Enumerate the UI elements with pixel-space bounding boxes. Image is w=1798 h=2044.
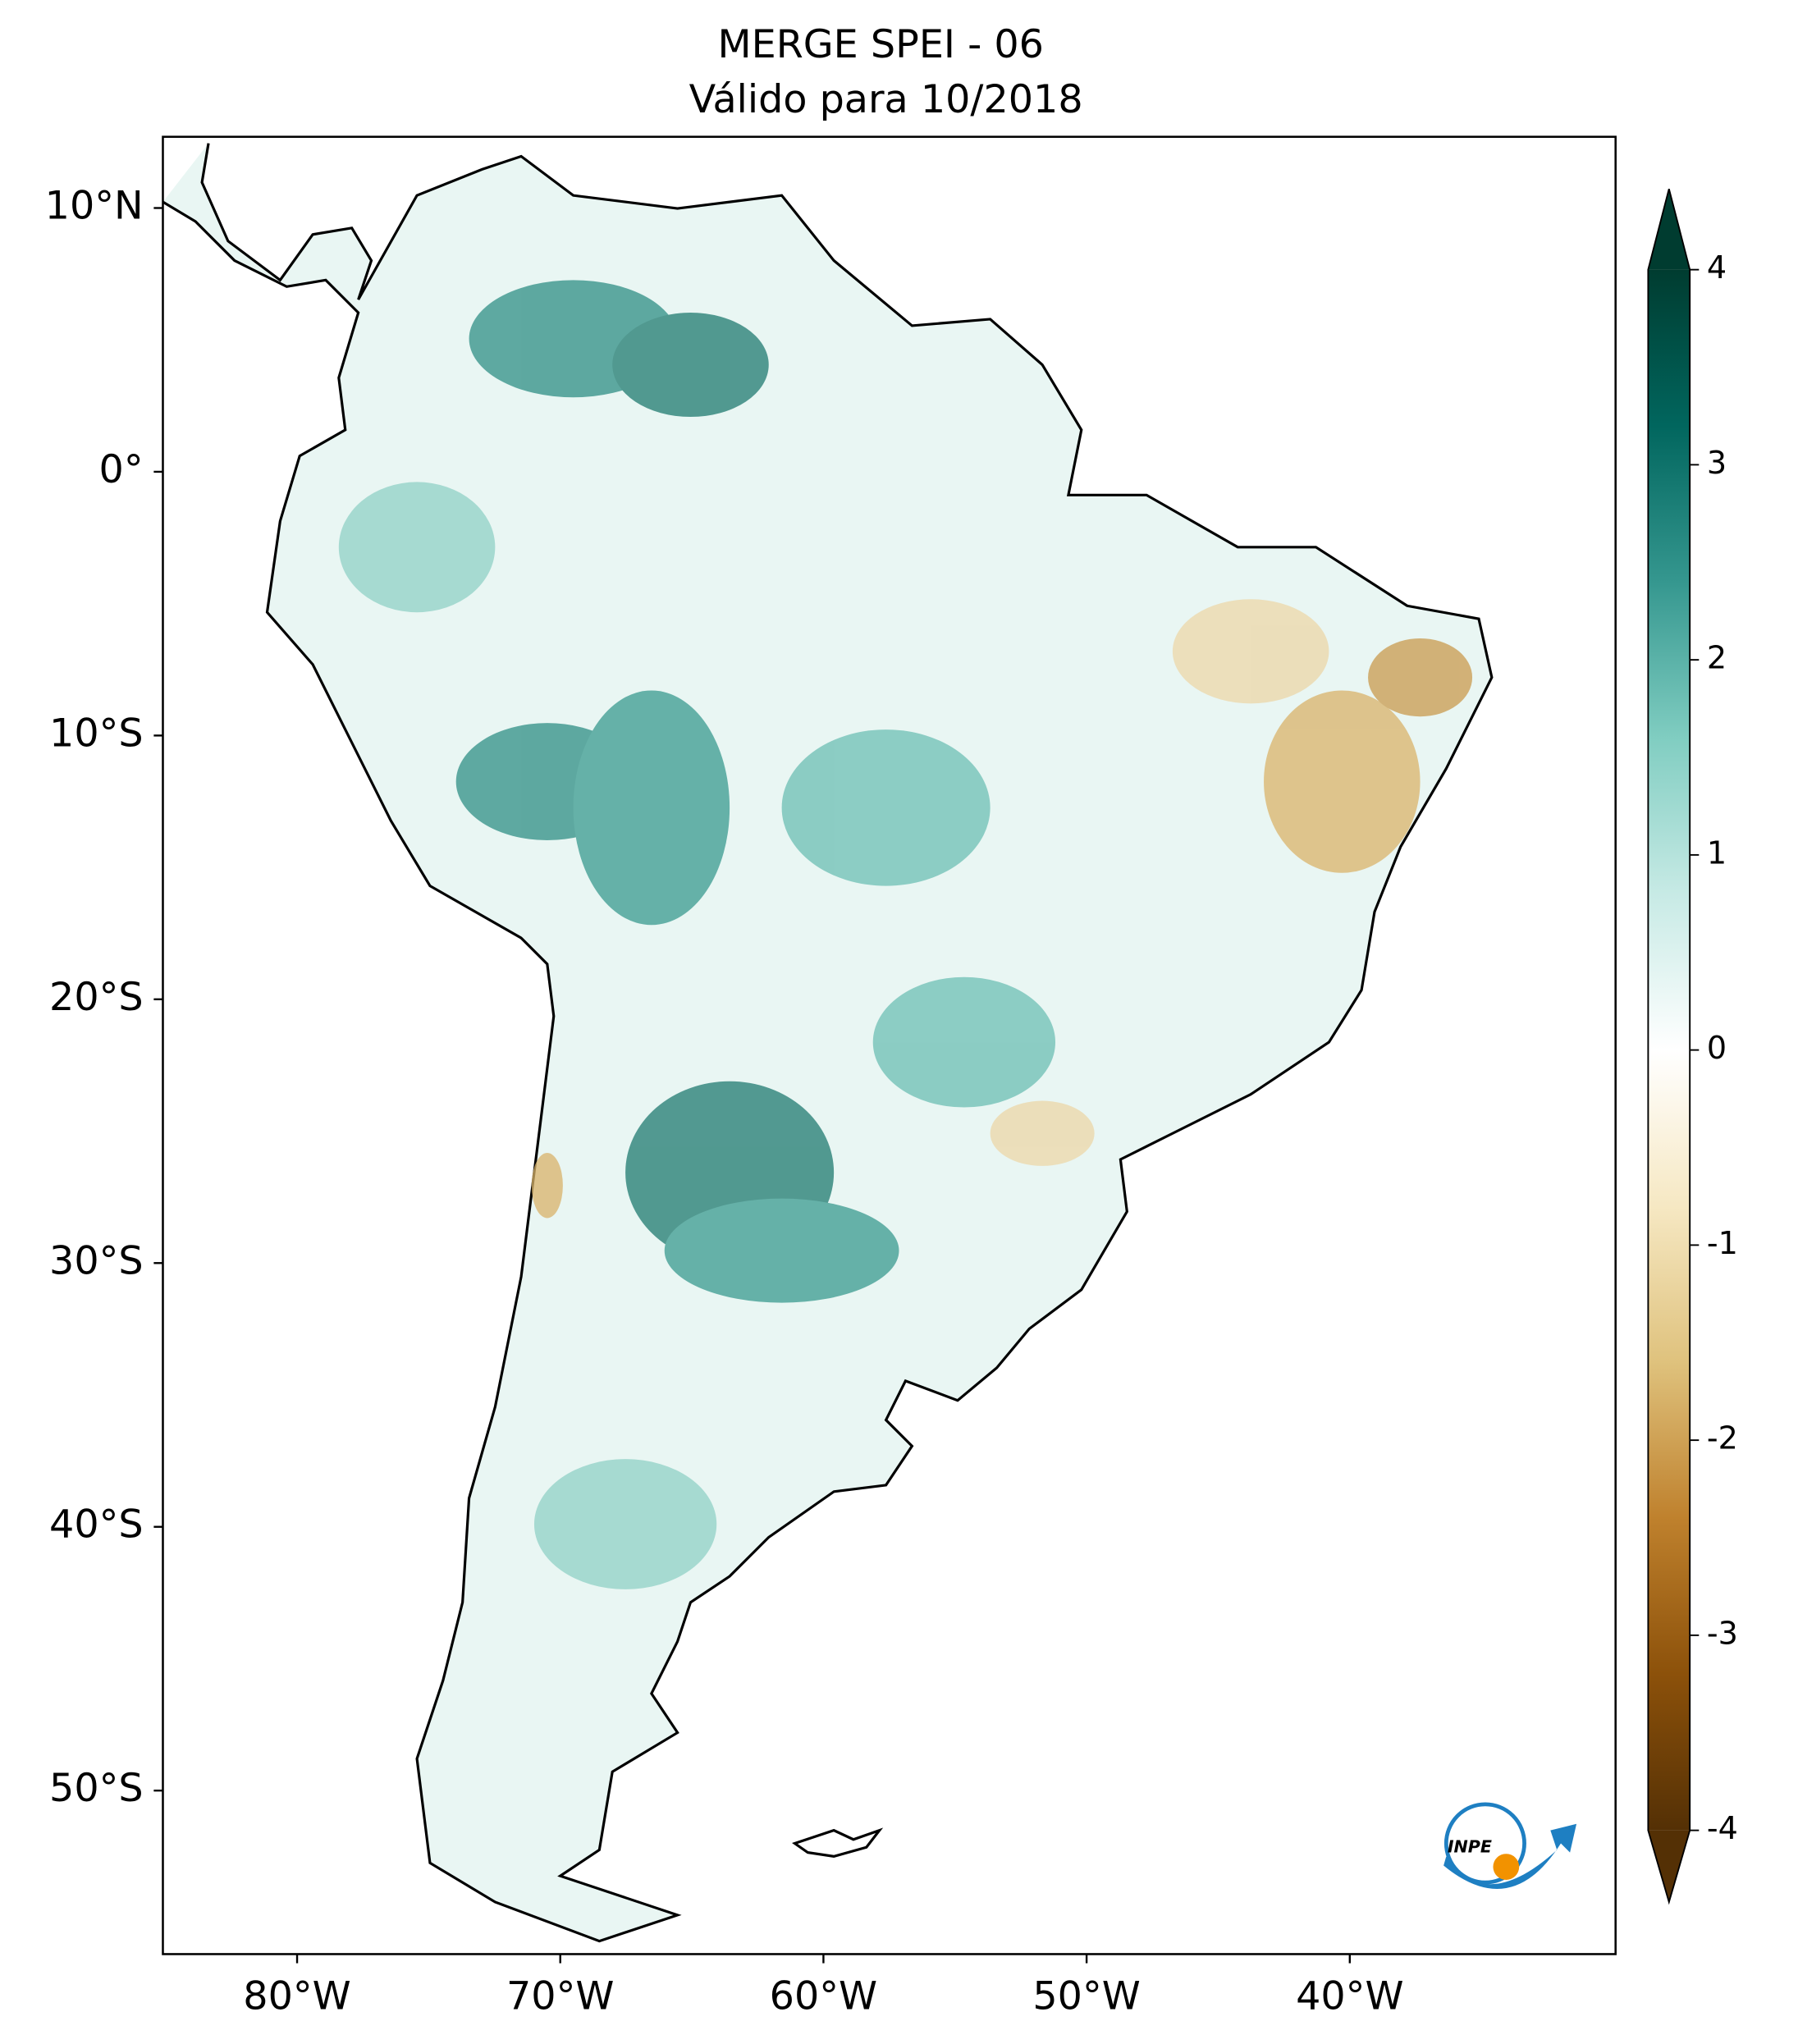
colorbar-tick-label: 3 <box>1707 445 1727 481</box>
colorbar-tick-label: -2 <box>1707 1420 1738 1456</box>
x-tick-label: 60°W <box>770 1973 877 2019</box>
x-tick-label: 40°W <box>1296 1973 1403 2019</box>
island <box>791 1827 884 1859</box>
y-tick-label: 50°S <box>49 1766 144 1811</box>
y-tick-label: 0° <box>99 447 144 492</box>
y-tick-label: 10°S <box>49 711 144 756</box>
colorbar-tick-label: 1 <box>1707 835 1727 871</box>
continent <box>162 143 1494 1943</box>
colorbar-tick-label: -3 <box>1707 1615 1738 1651</box>
x-tick-label: 50°W <box>1032 1973 1140 2019</box>
y-tick-label: 40°S <box>49 1502 144 1548</box>
logo: INPE <box>1443 1802 1577 1889</box>
colorbar-tick-label: 2 <box>1707 640 1727 676</box>
y-tick-label: 10°N <box>45 183 144 228</box>
colorbar-tick-label: -1 <box>1707 1225 1738 1261</box>
colorbar-scale <box>1648 269 1690 1831</box>
x-tick-label: 80°W <box>243 1973 350 2019</box>
logo-text: INPE <box>1448 1836 1492 1856</box>
colorbar: -4 -3 -2 -1 0 1 2 3 4 <box>1647 188 1738 1905</box>
logo-ring <box>1443 1802 1526 1885</box>
colorbar-extend <box>1648 189 1690 270</box>
spei-shading <box>338 280 1473 1589</box>
y-tick-label: 20°S <box>49 975 144 1020</box>
map-area <box>162 143 1494 1943</box>
map-subtitle: Válido para 10/2018 <box>689 77 1083 122</box>
logo-dot <box>1493 1854 1520 1880</box>
plot-frame <box>162 135 1617 1955</box>
colorbar-tick-label: 4 <box>1707 249 1727 286</box>
x-tick-label: 70°W <box>506 1973 614 2019</box>
colorbar-tick-label: 0 <box>1707 1030 1727 1066</box>
map-title: MERGE SPEI - 06 <box>718 22 1044 67</box>
logo-swoosh <box>1443 1823 1577 1889</box>
colorbar-tick-label: -4 <box>1707 1810 1738 1846</box>
y-tick-label: 30°S <box>49 1238 144 1283</box>
